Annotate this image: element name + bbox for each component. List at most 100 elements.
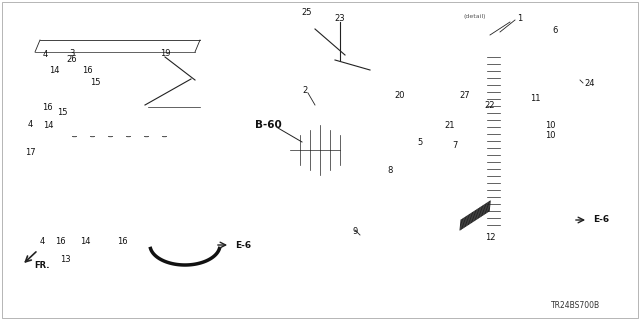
Text: 16: 16 [116,237,127,246]
Bar [430,22,525,72]
Text: 22: 22 [484,100,495,109]
Bar [390,90,500,145]
Text: FR.: FR. [35,260,50,269]
Text: 4: 4 [42,50,47,59]
Bar [280,100,410,200]
Text: 16: 16 [54,237,65,246]
Circle shape [490,219,496,225]
Circle shape [49,204,81,236]
Circle shape [175,70,195,90]
Circle shape [280,100,290,110]
Text: 20: 20 [395,91,405,100]
Bar [405,97,445,122]
Text: 15: 15 [57,108,67,116]
Text: E-6: E-6 [235,241,251,250]
Circle shape [492,242,508,258]
Circle shape [94,109,126,141]
Text: 2: 2 [302,85,308,94]
Circle shape [35,52,101,118]
Text: 26: 26 [67,54,77,63]
Text: 24: 24 [585,78,595,87]
Bar [510,30,550,50]
Circle shape [311,21,319,29]
Text: 14: 14 [80,237,90,246]
Circle shape [493,110,503,120]
Circle shape [45,120,55,130]
Circle shape [410,114,418,122]
Circle shape [191,79,199,87]
Text: 25: 25 [301,7,312,17]
Circle shape [490,177,496,183]
Text: 10: 10 [545,131,556,140]
Circle shape [58,213,72,227]
Circle shape [375,170,385,180]
Circle shape [490,93,496,99]
Circle shape [302,147,318,163]
Circle shape [490,114,496,120]
Text: 10: 10 [545,121,556,130]
Circle shape [490,86,496,92]
Text: TR24BS700B: TR24BS700B [551,300,600,309]
Circle shape [32,107,68,143]
Bar [18,30,248,165]
Circle shape [38,55,98,115]
Text: 5: 5 [417,138,422,147]
Text: 11: 11 [530,93,540,102]
Circle shape [490,135,496,141]
Circle shape [490,72,496,78]
Circle shape [110,52,166,108]
Circle shape [101,196,149,244]
Circle shape [490,191,496,197]
Text: 16: 16 [42,102,52,111]
Circle shape [350,233,374,257]
Text: 12: 12 [484,234,495,243]
Text: 16: 16 [82,66,92,75]
Text: 15: 15 [90,77,100,86]
Circle shape [156,211,174,229]
Circle shape [161,216,169,224]
Circle shape [37,192,93,248]
Circle shape [131,73,145,87]
Circle shape [40,115,60,135]
Text: 14: 14 [43,121,53,130]
Text: 19: 19 [160,49,170,58]
Circle shape [519,34,531,46]
Text: 1: 1 [517,13,523,22]
Text: 23: 23 [335,13,346,22]
Circle shape [490,65,496,71]
Circle shape [453,148,467,162]
Circle shape [490,156,496,162]
Circle shape [335,100,345,110]
Circle shape [50,67,86,103]
Text: 9: 9 [353,228,358,236]
Text: 21: 21 [445,121,455,130]
Circle shape [490,128,496,134]
Circle shape [490,58,496,64]
Circle shape [543,155,553,165]
Text: 4: 4 [28,119,33,129]
Circle shape [163,58,207,102]
Circle shape [490,170,496,176]
Text: B-60: B-60 [255,120,282,130]
Text: 3: 3 [69,49,75,58]
Circle shape [111,206,139,234]
Circle shape [145,200,185,240]
Text: 8: 8 [387,165,393,174]
Bar [530,45,580,80]
Circle shape [490,212,496,218]
Circle shape [119,214,131,226]
Circle shape [122,64,154,96]
Circle shape [180,75,190,85]
Circle shape [490,51,496,57]
Text: 17: 17 [25,148,35,156]
Circle shape [72,112,88,128]
Circle shape [350,110,360,120]
Circle shape [542,134,554,146]
Circle shape [290,135,330,175]
Circle shape [490,121,496,127]
Circle shape [66,106,94,134]
Text: 7: 7 [452,140,458,149]
Circle shape [490,149,496,155]
Circle shape [34,189,96,251]
Circle shape [448,33,472,57]
